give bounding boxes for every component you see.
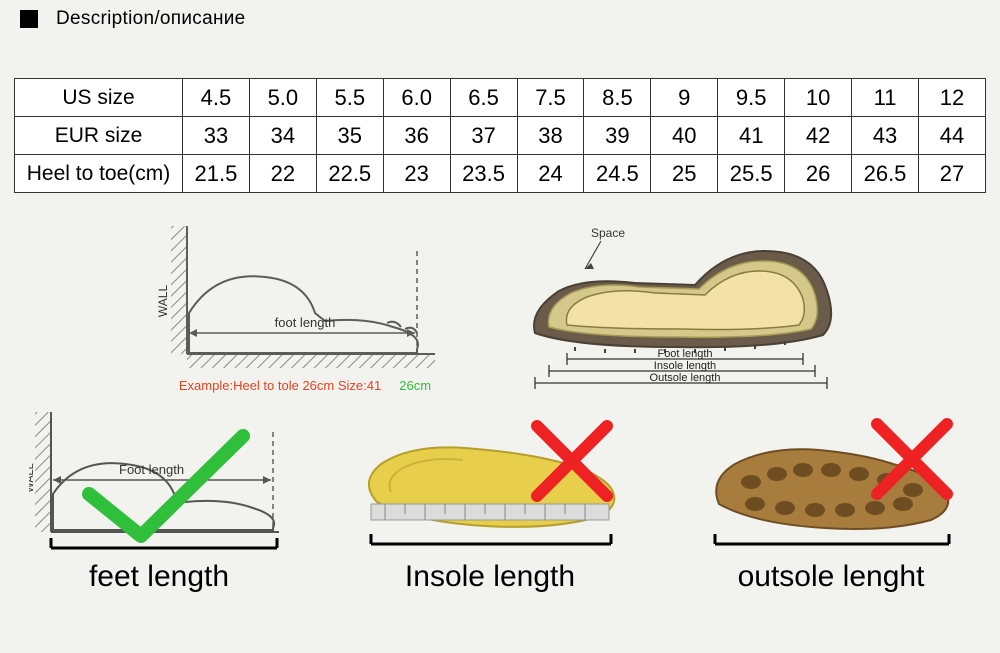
wall-label: WALL (156, 285, 170, 318)
foot-label: Foot length (657, 348, 712, 360)
insole-caption: Insole length (405, 560, 575, 594)
bottom-row: WALL Foot length feet length (0, 400, 1000, 594)
cell: 5.5 (316, 79, 383, 117)
cell: 26.5 (852, 155, 919, 193)
insole-label: Insole length (654, 360, 716, 372)
cell: 6.0 (383, 79, 450, 117)
cell: 8.5 (584, 79, 651, 117)
feet-length-svg: WALL Foot length (29, 408, 289, 558)
cell: 26 (785, 155, 852, 193)
cell: 27 (918, 155, 985, 193)
cell: 44 (918, 117, 985, 155)
cell: 35 (316, 117, 383, 155)
foot-length-label: Foot length (119, 462, 184, 477)
cell: 41 (718, 117, 785, 155)
cell: 21.5 (183, 155, 250, 193)
row-label: US size (15, 79, 183, 117)
cell: 33 (183, 117, 250, 155)
insole-length-panel: Insole length (345, 408, 635, 594)
row-label: EUR size (15, 117, 183, 155)
cell: 23 (383, 155, 450, 193)
cell: 9.5 (718, 79, 785, 117)
cell: 34 (249, 117, 316, 155)
cell: 25.5 (718, 155, 785, 193)
space-label: Space (591, 226, 625, 240)
example-prefix: Example:Heel to tole 26cm Size: (179, 378, 367, 393)
cell: 39 (584, 117, 651, 155)
header: Description/описание (0, 0, 1000, 38)
foot-wall-svg: WALL foot length (155, 221, 455, 371)
diagrams-row: WALL foot length Example:Heel to tole 26… (0, 203, 1000, 400)
cell: 43 (852, 117, 919, 155)
outsole-length-panel: outsole lenght (691, 408, 971, 594)
example-size: 41 (367, 378, 381, 393)
outsole-length-svg (691, 408, 971, 558)
shoe-section-diagram: Space (515, 221, 845, 396)
cell: 4.5 (183, 79, 250, 117)
table-row: US size 4.5 5.0 5.5 6.0 6.5 7.5 8.5 9 9.… (15, 79, 986, 117)
table-row: EUR size 33 34 35 36 37 38 39 40 41 42 4… (15, 117, 986, 155)
header-bullet (20, 10, 38, 28)
row-label: Heel to toe(cm) (15, 155, 183, 193)
cell: 5.0 (249, 79, 316, 117)
cell: 37 (450, 117, 517, 155)
wall-label: WALL (29, 463, 36, 493)
cell: 12 (918, 79, 985, 117)
cell: 6.5 (450, 79, 517, 117)
feet-length-panel: WALL Foot length feet length (29, 408, 289, 594)
shoe-section-svg: Space (515, 221, 845, 391)
cell: 38 (517, 117, 584, 155)
cell: 40 (651, 117, 718, 155)
cell: 11 (852, 79, 919, 117)
insole-length-svg (345, 408, 635, 558)
cell: 22 (249, 155, 316, 193)
cell: 36 (383, 117, 450, 155)
cell: 24 (517, 155, 584, 193)
size-table-wrap: US size 4.5 5.0 5.5 6.0 6.5 7.5 8.5 9 9.… (0, 38, 1000, 203)
cell: 42 (785, 117, 852, 155)
cell: 25 (651, 155, 718, 193)
cell: 10 (785, 79, 852, 117)
header-title: Description/описание (56, 8, 246, 30)
size-table: US size 4.5 5.0 5.5 6.0 6.5 7.5 8.5 9 9.… (14, 78, 986, 193)
cell: 23.5 (450, 155, 517, 193)
outsole-label: Outsole length (650, 372, 721, 384)
cell: 7.5 (517, 79, 584, 117)
example-cm: 26cm (399, 378, 431, 393)
foot-wall-diagram: WALL foot length Example:Heel to tole 26… (155, 221, 455, 396)
check-icon (89, 436, 243, 536)
cell: 22.5 (316, 155, 383, 193)
cell: 9 (651, 79, 718, 117)
outsole-caption: outsole lenght (738, 560, 925, 594)
cell: 24.5 (584, 155, 651, 193)
table-row: Heel to toe(cm) 21.5 22 22.5 23 23.5 24 … (15, 155, 986, 193)
feet-caption: feet length (89, 560, 229, 594)
example-line: Example:Heel to tole 26cm Size:41 26cm (155, 378, 455, 393)
foot-length-label: foot length (275, 315, 336, 330)
